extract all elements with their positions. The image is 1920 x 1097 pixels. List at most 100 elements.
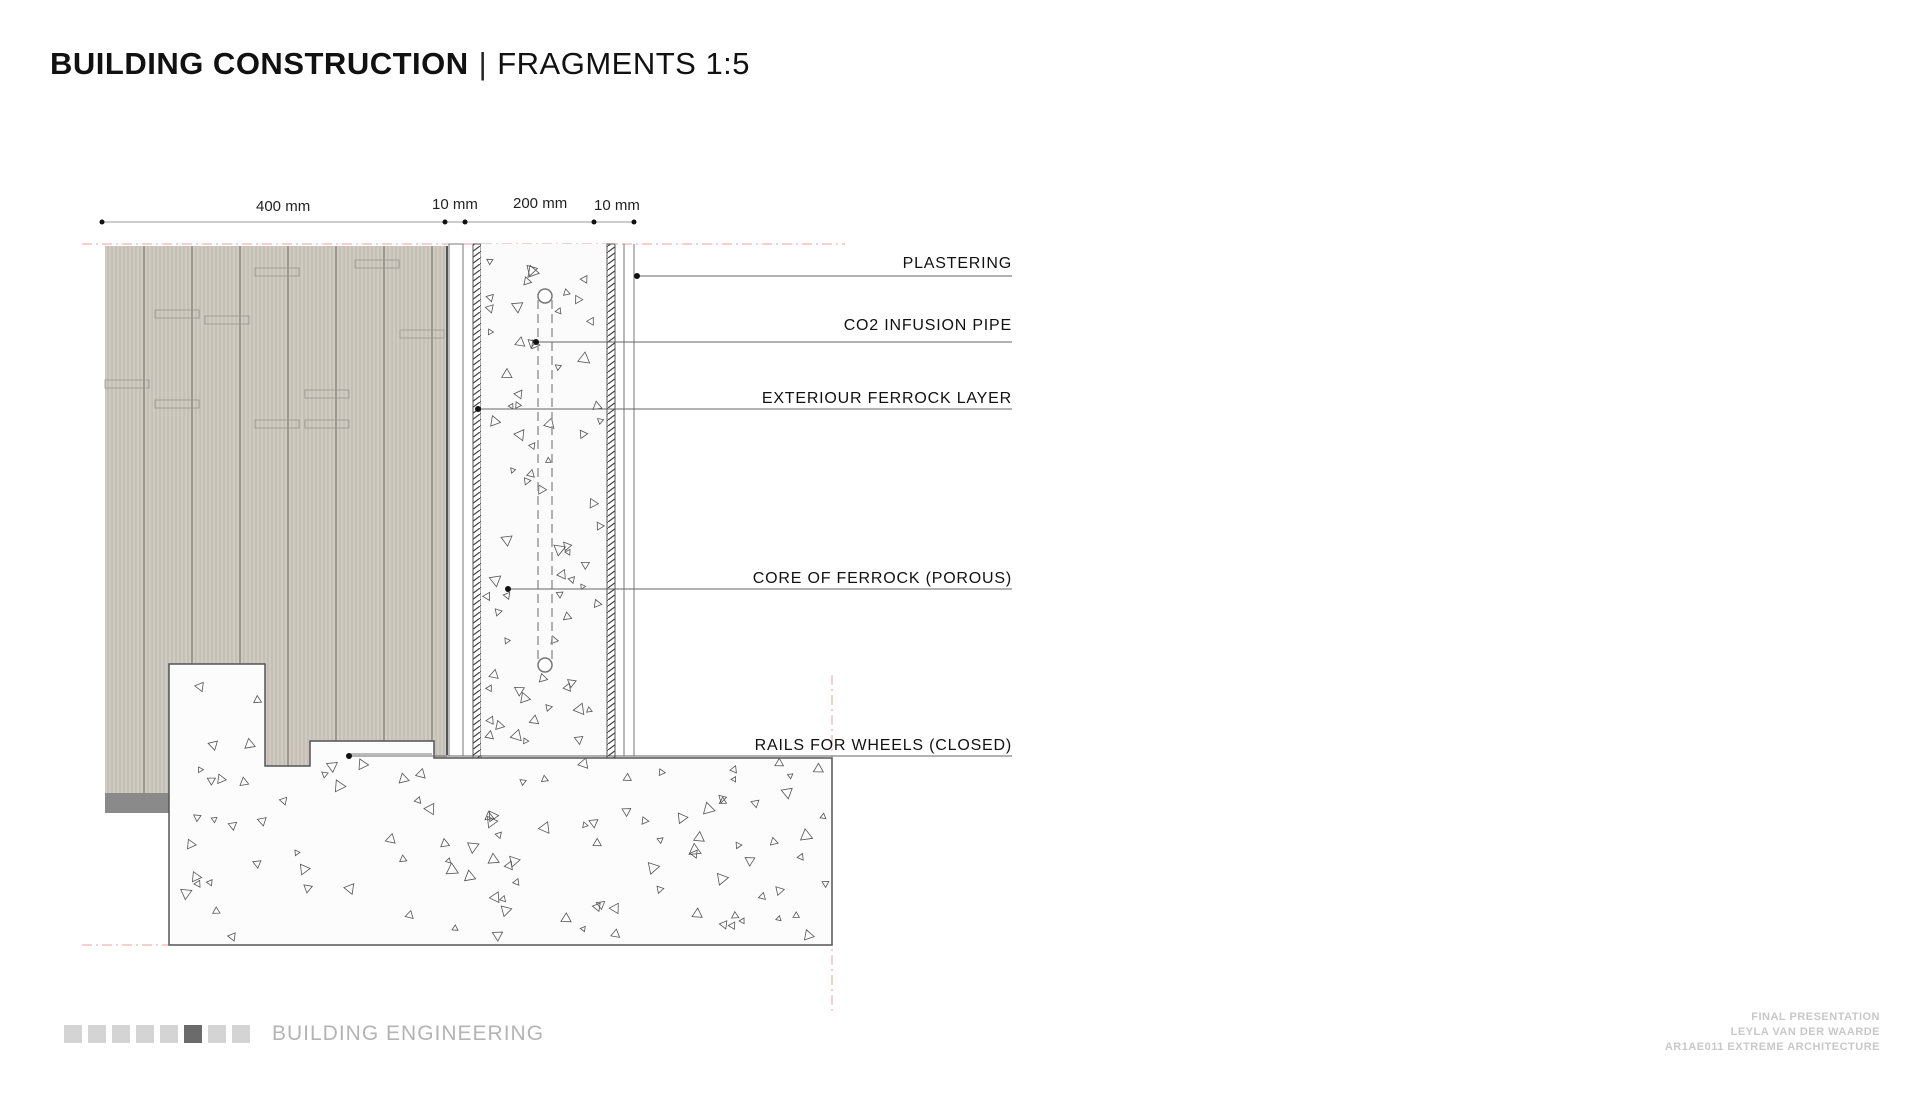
callout-plastering: PLASTERING (903, 255, 1012, 272)
aggregate-speck (730, 910, 740, 919)
aggregate-speck (481, 591, 491, 602)
aggregate-speck (796, 852, 804, 861)
dimension-label-10-right: 10 mm (594, 197, 640, 214)
aggregate-speck (498, 894, 507, 903)
aggregate-speck (239, 776, 250, 787)
aggregate-speck (579, 274, 588, 284)
aggregate-speck (484, 729, 495, 740)
aggregate-speck (206, 777, 217, 786)
aggregate-speck (819, 812, 827, 820)
aggregate-speck (592, 837, 602, 847)
dimension-tick (99, 219, 105, 225)
aggregate-speck (621, 808, 632, 818)
aggregate-speck (205, 878, 213, 887)
aggregate-speck (494, 608, 503, 617)
aggregate-speck (299, 863, 311, 876)
aggregate-speck (622, 772, 632, 781)
aggregate-speck (513, 429, 525, 442)
aggregate-speck (334, 779, 347, 793)
title-main: BUILDING CONSTRUCTION (50, 46, 469, 81)
aggregate-speck (294, 849, 301, 857)
callout-exterior-ferrock: EXTERIOUR FERROCK LAYER (762, 390, 1012, 407)
aggregate-speck (484, 684, 492, 693)
aggregate-speck (774, 757, 785, 767)
foundation-outline (168, 663, 833, 946)
aggregate-speck (494, 831, 502, 840)
aggregate-speck (515, 401, 523, 409)
aggregate-speck (656, 885, 665, 895)
aggregate-speck (540, 774, 550, 783)
aggregate-speck (585, 706, 593, 713)
aggregate-speck (729, 765, 737, 774)
aggregate-speck (738, 917, 745, 925)
dimension-tick (591, 219, 597, 225)
aggregate-speck (538, 672, 549, 683)
aggregate-speck (384, 832, 396, 844)
aggregate-speck (486, 258, 494, 266)
aggregate-speck (588, 819, 599, 829)
aggregate-speck (577, 351, 591, 364)
aggregate-speck (510, 302, 524, 314)
aggregate-speck (757, 891, 766, 900)
aggregate-speck (718, 796, 728, 804)
aggregate-speck (207, 740, 218, 751)
progress-step (88, 1025, 106, 1043)
co2-infusion-pipe (537, 288, 553, 673)
aggregate-speck (491, 931, 504, 942)
aggregate-speck (490, 414, 502, 427)
dimension-label-200: 200 mm (513, 195, 567, 212)
aggregate-speck (445, 862, 460, 875)
aggregate-speck (423, 802, 435, 816)
progress-step (160, 1025, 178, 1043)
progress-step (184, 1025, 202, 1043)
aggregate-speck (502, 591, 511, 601)
pipe-end-top (537, 288, 553, 304)
aggregate-speck (688, 842, 702, 855)
wood-joint (204, 315, 250, 325)
aggregate-speck (537, 821, 550, 834)
aggregate-speck (769, 836, 779, 846)
aggregate-speck (691, 907, 703, 918)
wood-joint (104, 379, 150, 389)
aggregate-speck (527, 442, 536, 451)
aggregate-speck (641, 816, 650, 825)
aggregate-speck (718, 794, 728, 804)
aggregate-speck (519, 779, 527, 787)
aggregate-speck (504, 637, 512, 645)
aggregate-speck (582, 821, 589, 829)
aggregate-speck (543, 417, 555, 429)
aggregate-speck (500, 535, 513, 547)
aggregate-speck (193, 814, 202, 823)
aggregate-speck (303, 884, 314, 894)
aggregate-speck (488, 575, 502, 588)
aggregate-speck (527, 264, 541, 278)
aggregate-speck (702, 801, 716, 815)
aggregate-speck (358, 758, 370, 771)
aggregate-speck (585, 316, 594, 326)
aggregate-speck (658, 768, 667, 777)
leader-dot (505, 586, 511, 592)
aggregate-speck (608, 902, 619, 915)
aggregate-speck (210, 817, 218, 824)
aggregate-speck (444, 857, 452, 864)
aggregate-speck (692, 830, 705, 842)
wood-joint (304, 419, 350, 429)
leader-dot (346, 753, 352, 759)
aggregate-speck (198, 766, 205, 774)
footer: BUILDING ENGINEERING (64, 1022, 544, 1046)
progress-step (232, 1025, 250, 1043)
credits: FINAL PRESENTATION LEYLA VAN DER WAARDE … (1665, 1010, 1880, 1055)
progress-step (136, 1025, 154, 1043)
wood-joint (354, 259, 400, 269)
aggregate-speck (485, 715, 494, 725)
wood-joint (304, 389, 350, 399)
credit-line: LEYLA VAN DER WAARDE (1730, 1026, 1880, 1038)
aggregate-speck (799, 828, 814, 841)
exterior-ferrock-left (472, 243, 482, 838)
leader-dot (475, 406, 481, 412)
aggregate-speck (544, 456, 553, 463)
aggregate-speck (399, 854, 408, 863)
aggregate-speck (564, 548, 571, 556)
progress-step (208, 1025, 226, 1043)
